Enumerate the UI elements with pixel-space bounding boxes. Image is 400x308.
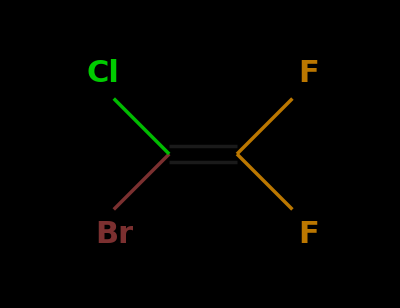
Text: Br: Br bbox=[95, 220, 134, 249]
Text: Cl: Cl bbox=[86, 59, 119, 88]
Text: F: F bbox=[298, 59, 319, 88]
Text: F: F bbox=[298, 220, 319, 249]
